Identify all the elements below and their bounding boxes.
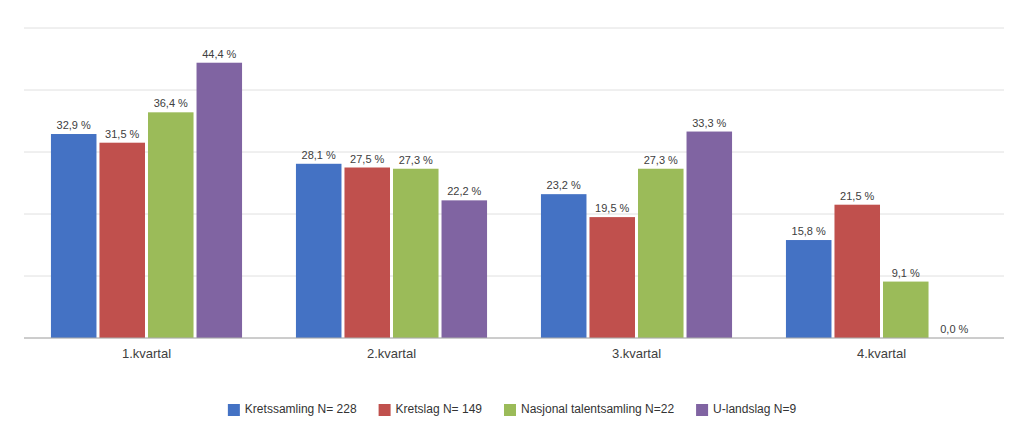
bar — [786, 240, 832, 338]
bars — [51, 63, 929, 338]
legend-label: Kretslag N= 149 — [396, 402, 483, 416]
data-label: 21,5 % — [840, 190, 874, 202]
legend-swatch — [228, 404, 240, 416]
bar — [51, 134, 97, 338]
data-label: 19,5 % — [595, 202, 629, 214]
legend-item: Kretslag N= 149 — [379, 402, 483, 416]
x-tick-label: 1.kvartal — [122, 346, 171, 361]
data-label: 0,0 % — [940, 323, 968, 335]
bar — [148, 112, 194, 338]
bar — [296, 164, 342, 338]
bar — [638, 169, 684, 338]
data-label: 32,9 % — [57, 119, 91, 131]
bar — [344, 168, 390, 339]
bar — [541, 194, 587, 338]
bar — [197, 63, 243, 338]
bar — [99, 143, 145, 338]
legend-item: Nasjonal talentsamling N=22 — [504, 402, 674, 416]
x-tick-label: 4.kvartal — [857, 346, 906, 361]
grid — [24, 28, 1004, 338]
legend-item: Kretssamling N= 228 — [228, 402, 357, 416]
legend-swatch — [379, 404, 391, 416]
data-label: 44,4 % — [202, 48, 236, 60]
grid-line — [24, 90, 1004, 91]
x-axis-line — [24, 338, 1004, 339]
legend-swatch — [696, 404, 708, 416]
x-tick-label: 2.kvartal — [367, 346, 416, 361]
legend-item: U-landslag N=9 — [696, 402, 796, 416]
bar — [589, 217, 635, 338]
data-label: 27,5 % — [350, 153, 384, 165]
data-label: 9,1 % — [892, 267, 920, 279]
x-tick-label: 3.kvartal — [612, 346, 661, 361]
data-label: 23,2 % — [547, 179, 581, 191]
legend-label: U-landslag N=9 — [713, 402, 796, 416]
data-label: 27,3 % — [644, 154, 678, 166]
data-labels: 32,9 % 28,1 % 23,2 % 15,8 % 31,5 % 27,5 % 19,5… — [57, 48, 969, 335]
legend-label: Nasjonal talentsamling N=22 — [521, 402, 674, 416]
data-label: 27,3 % — [399, 154, 433, 166]
data-label: 33,3 % — [692, 117, 726, 129]
data-label: 28,1 % — [302, 149, 336, 161]
legend: Kretssamling N= 228 Kretslag N= 149 Nasjon… — [228, 402, 797, 416]
legend-label: Kretssamling N= 228 — [245, 402, 357, 416]
bar — [687, 132, 733, 338]
data-label: 22,2 % — [447, 185, 481, 197]
data-label: 31,5 % — [105, 128, 139, 140]
legend-swatch — [504, 404, 516, 416]
chart: 32,9 % 28,1 % 23,2 % 15,8 % 31,5 % 27,5 % 19,5… — [0, 0, 1024, 432]
data-label: 36,4 % — [154, 97, 188, 109]
grid-line — [24, 338, 1004, 339]
bar — [834, 205, 880, 338]
grid-line — [24, 28, 1004, 29]
bar — [883, 282, 929, 338]
x-axis: 1.kvartal 2.kvartal 3.kvartal 4.kvartal — [122, 346, 906, 361]
bar — [442, 200, 488, 338]
data-label: 15,8 % — [792, 225, 826, 237]
bar — [393, 169, 439, 338]
